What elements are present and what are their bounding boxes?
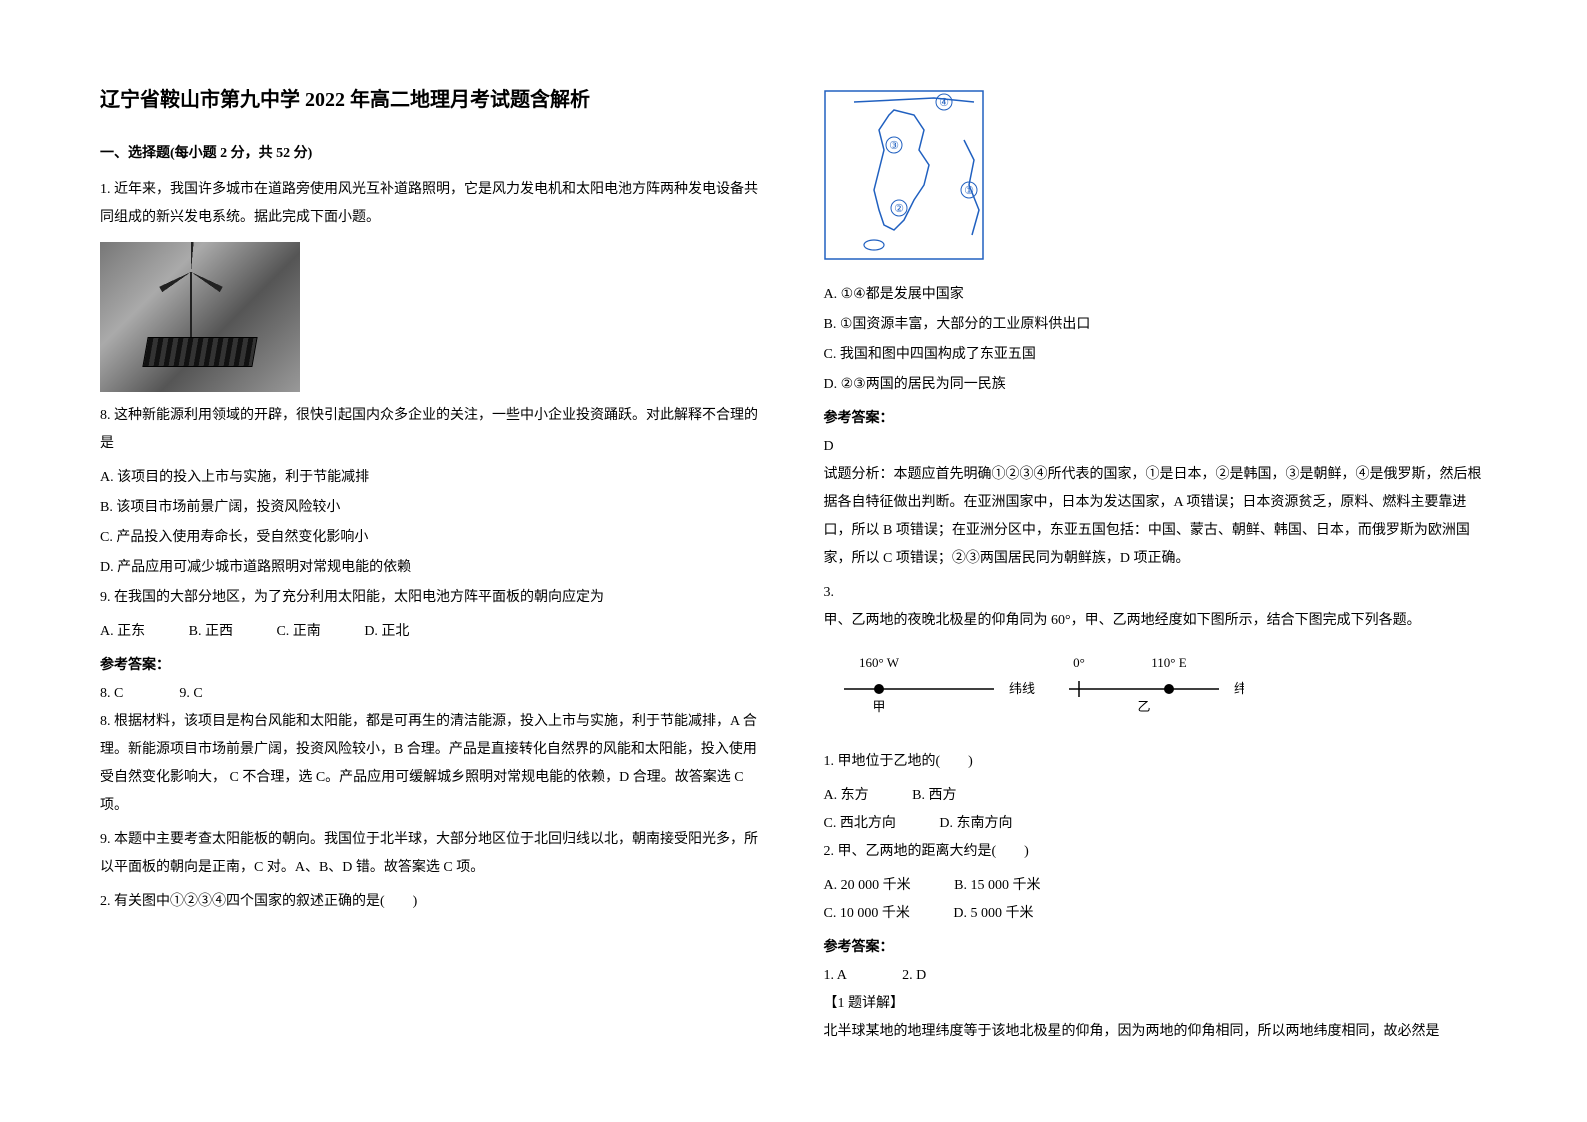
yi-longitude: 110° E [1151,655,1186,670]
lat-label-right: 纬线 [1234,681,1244,696]
q1-sub9-options: A. 正东 B. 正西 C. 正南 D. 正北 [100,618,764,646]
q3-sub2-opt-c: C. 10 000 千米 [824,900,910,928]
q3-diagram: 160° W 纬线 甲 0° 110° E 纬线 乙 [824,649,1244,729]
left-column: 辽宁省鞍山市第九中学 2022 年高二地理月考试题含解析 一、选择题(每小题 2… [100,80,764,1052]
q3-sub2-options-line1: A. 20 000 千米 B. 15 000 千米 [824,872,1488,900]
korea-map-svg: ① ② ③ ④ [824,90,984,260]
q3-intro: 甲、乙两地的夜晚北极星的仰角同为 60°，甲、乙两地经度如下图所示，结合下图完成… [824,607,1488,635]
q1-sub8-opt-b: B. 该项目市场前景广阔，投资风险较小 [100,494,764,522]
q2-options: A. ①④都是发展中国家 B. ①国资源丰富，大部分的工业原料供出口 C. 我国… [824,281,1488,399]
q2-opt-a: A. ①④都是发展中国家 [824,281,1488,309]
q1-sub9-opt-a: A. 正东 [100,618,145,646]
jia-label: 甲 [872,699,885,714]
q2-map-figure: ① ② ③ ④ [824,90,1488,271]
q3-sub2-opt-b: B. 15 000 千米 [954,872,1040,900]
zero-longitude: 0° [1073,655,1085,670]
q1-explain9: 9. 本题中主要考查太阳能板的朝向。我国位于北半球，大部分地区位于北回归线以北，… [100,826,764,882]
q3-sub2-opt-a: A. 20 000 千米 [824,872,911,900]
q2-opt-b: B. ①国资源丰富，大部分的工业原料供出口 [824,311,1488,339]
q1-sub9-opt-b: B. 正西 [189,618,233,646]
q1-explain8: 8. 根据材料，该项目是构台风能和太阳能，都是可再生的清洁能源，投入上市与实施，… [100,708,764,820]
q3-sub1: 1. 甲地位于乙地的( ) [824,748,1488,776]
q3-sub1-opt-b: B. 西方 [912,782,956,810]
q3-sub2-options-line2: C. 10 000 千米 D. 5 000 千米 [824,900,1488,928]
page-title: 辽宁省鞍山市第九中学 2022 年高二地理月考试题含解析 [100,80,764,120]
q3-answer-heading: 参考答案： [824,934,1488,962]
q1-sub8: 8. 这种新能源利用领域的开辟，很快引起国内众多企业的关注，一些中小企业投资踊跃… [100,402,764,458]
q2-answer: D [824,433,1488,461]
q1-sub9-opt-c: C. 正南 [276,618,320,646]
q1-figure [100,242,764,392]
right-column: ① ② ③ ④ A. ①④都是发展中国家 B. ①国资源丰富，大部分的工业原料供… [824,80,1488,1052]
map-label-2: ② [894,203,904,215]
lat-label-left: 纬线 [1009,681,1035,696]
q1-sub8-opt-c: C. 产品投入使用寿命长，受自然变化影响小 [100,524,764,552]
q2-explain: 试题分析：本题应首先明确①②③④所代表的国家，①是日本，②是韩国，③是朝鲜，④是… [824,461,1488,573]
q3-sub1-opt-c: C. 西北方向 [824,810,896,838]
q3-explain-h1: 【1 题详解】 [824,990,1488,1018]
q1-intro: 1. 近年来，我国许多城市在道路旁使用风光互补道路照明，它是风力发电机和太阳电池… [100,176,764,232]
section-heading: 一、选择题(每小题 2 分，共 52 分) [100,140,764,168]
jia-point [874,684,884,694]
q1-sub8-options: A. 该项目的投入上市与实施，利于节能减排 B. 该项目市场前景广阔，投资风险较… [100,464,764,582]
solar-panel-icon [142,337,257,367]
yi-point [1164,684,1174,694]
map-label-1: ① [964,185,974,197]
q1-answer-line: 8. C 9. C [100,680,764,708]
q3-explain1: 北半球某地的地理纬度等于该地北极星的仰角，因为两地的仰角相同，所以两地纬度相同，… [824,1018,1488,1046]
q2-stem: 2. 有关图中①②③④四个国家的叙述正确的是( ) [100,888,764,916]
q1-sub9: 9. 在我国的大部分地区，为了充分利用太阳能，太阳电池方阵平面板的朝向应定为 [100,584,764,612]
q1-sub8-opt-d: D. 产品应用可减少城市道路照明对常规电能的依赖 [100,554,764,582]
q3-header: 3. [824,579,1488,607]
q1-answer-heading: 参考答案： [100,652,764,680]
q3-sub1-opt-d: D. 东南方向 [939,810,1012,838]
q3-sub1-opt-a: A. 东方 [824,782,869,810]
exam-page: 辽宁省鞍山市第九中学 2022 年高二地理月考试题含解析 一、选择题(每小题 2… [100,80,1487,1052]
q3-sub2-opt-d: D. 5 000 千米 [953,900,1033,928]
map-label-3: ③ [889,140,899,152]
yi-label: 乙 [1137,699,1150,714]
q3-sub1-options-line1: A. 东方 B. 西方 [824,782,1488,810]
q3-answer-line: 1. A 2. D [824,962,1488,990]
map-label-4: ④ [939,97,949,109]
q3-sub2: 2. 甲、乙两地的距离大约是( ) [824,838,1488,866]
q3-sub1-options-line2: C. 西北方向 D. 东南方向 [824,810,1488,838]
q2-opt-d: D. ②③两国的居民为同一民族 [824,371,1488,399]
q2-answer-heading: 参考答案： [824,405,1488,433]
wind-solar-photo [100,242,300,392]
q1-sub9-opt-d: D. 正北 [364,618,409,646]
jia-longitude: 160° W [859,655,900,670]
q1-sub8-opt-a: A. 该项目的投入上市与实施，利于节能减排 [100,464,764,492]
q2-opt-c: C. 我国和图中四国构成了东亚五国 [824,341,1488,369]
